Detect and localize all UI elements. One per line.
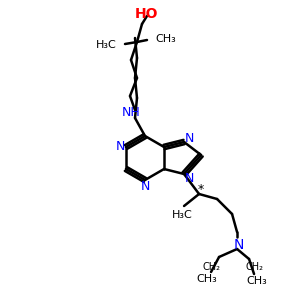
Text: H₃C: H₃C (96, 40, 117, 50)
Text: NH: NH (122, 106, 140, 118)
Text: CH₂: CH₂ (202, 262, 220, 272)
Text: N: N (115, 140, 124, 154)
Text: CH₃: CH₃ (155, 34, 176, 44)
Text: N: N (184, 131, 194, 145)
Text: N: N (234, 238, 244, 252)
Text: HO: HO (135, 7, 159, 21)
Text: CH₃: CH₃ (247, 276, 267, 286)
Text: N: N (140, 179, 150, 193)
Text: H₃C: H₃C (172, 210, 192, 220)
Text: CH₃: CH₃ (197, 274, 218, 284)
Text: *: * (198, 182, 204, 196)
Text: N: N (184, 172, 194, 184)
Text: CH₂: CH₂ (245, 262, 263, 272)
